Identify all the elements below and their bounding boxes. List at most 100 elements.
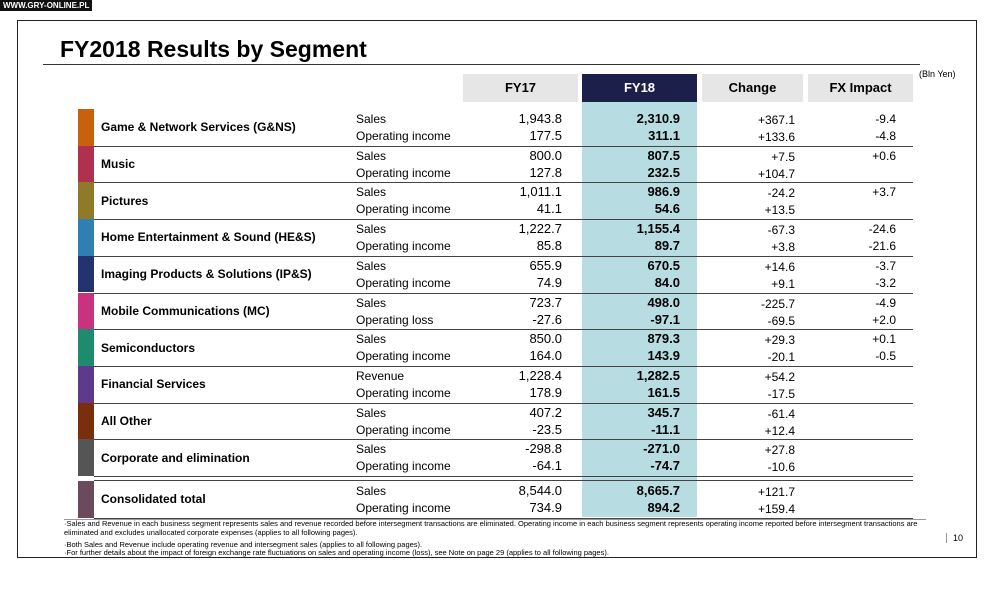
change-value: +104.7: [757, 166, 795, 181]
footnote-area: [64, 519, 926, 558]
segment-color: [78, 402, 94, 440]
item-label: Sales: [356, 442, 387, 457]
change-value: -20.1: [767, 350, 795, 365]
fy18-value: 670.5: [647, 257, 680, 273]
fy18-value: 161.5: [647, 384, 680, 400]
row-rule: [94, 292, 913, 294]
fy18-value: 143.9: [647, 348, 680, 364]
change-value: +367.1: [757, 113, 795, 127]
fy17-value: 85.8: [536, 238, 562, 254]
fy18-value: 894.2: [647, 500, 680, 515]
change-value: +14.6: [764, 259, 795, 274]
item-label: Revenue: [356, 368, 405, 383]
change-value: +159.4: [757, 502, 795, 516]
row-rule: [94, 182, 913, 184]
segment-color: [78, 329, 94, 366]
item-label: Sales: [356, 332, 387, 347]
segment-name: Imaging Products & Solutions (IP&S): [101, 267, 312, 282]
fx-value: -9.4: [875, 112, 896, 126]
fy18-value: -97.1: [650, 311, 680, 327]
change-value: +133.6: [757, 130, 795, 144]
segment-name: Pictures: [101, 193, 149, 208]
column-header: FX Impact: [808, 74, 913, 102]
segment-color: [78, 182, 94, 220]
segment-name: Game & Network Services (G&NS): [101, 120, 296, 135]
change-value: +29.3: [764, 333, 795, 348]
fy17-value: 1,011.1: [519, 184, 562, 200]
change-value: +12.4: [764, 423, 795, 438]
segment-name: Home Entertainment & Sound (HE&S): [101, 230, 316, 245]
change-value: -67.3: [767, 223, 795, 238]
item-label: Sales: [356, 185, 387, 200]
item-label: Operating income: [356, 459, 451, 474]
segment-color: [78, 292, 94, 330]
unit: (Bln Yen): [919, 69, 956, 79]
segment-name: Mobile Communications (MC): [101, 303, 270, 318]
fy18-highlight: [582, 102, 697, 517]
frame: [17, 20, 977, 558]
fy18-value: 54.6: [654, 201, 680, 217]
change-value: -225.7: [760, 296, 795, 311]
fx-value: -4.8: [875, 129, 896, 143]
fy18-value: 345.7: [647, 404, 680, 420]
fx-value: +2.0: [872, 312, 896, 327]
footnote: ·For further details about the impact of…: [64, 548, 609, 557]
change-value: +121.7: [757, 485, 795, 499]
item-label: Operating income: [356, 202, 451, 217]
fy17-value: -64.1: [532, 458, 562, 474]
fy17-value: -27.6: [532, 311, 562, 327]
item-label: Operating income: [356, 275, 451, 290]
item-label: Sales: [356, 222, 387, 237]
column-header: FY18: [582, 74, 697, 102]
fy18-value: 232.5: [647, 164, 680, 180]
change-value: -10.6: [767, 460, 795, 475]
fy18-value: -11.1: [651, 421, 680, 437]
segment-name: Music: [101, 157, 136, 172]
item-label: Operating income: [356, 349, 451, 364]
fy18-value: 498.0: [647, 294, 680, 310]
fx-value: +3.7: [872, 185, 896, 200]
row-rule: [94, 476, 913, 477]
fx-value: -4.9: [875, 295, 896, 310]
fy18-value: 8,665.7: [636, 483, 680, 498]
fx-value: -21.6: [868, 239, 896, 254]
segment-name: All Other: [101, 413, 152, 428]
title-rule: [43, 64, 920, 65]
row-rule: [94, 517, 913, 519]
change-value: -69.5: [767, 313, 795, 328]
fy17-value: -298.8: [525, 441, 562, 457]
footnote: ·Both Sales and Revenue include operatin…: [64, 540, 423, 549]
fy18-value: 89.7: [654, 238, 680, 254]
change-value: +3.8: [771, 240, 795, 255]
item-label: Sales: [356, 148, 387, 163]
fy17-value: 850.0: [529, 331, 562, 347]
fy17-value: 8,544.0: [518, 483, 562, 498]
fy17-value: 178.9: [529, 384, 562, 400]
change-value: -61.4: [767, 406, 795, 421]
fy17-value: 800.0: [529, 147, 562, 163]
fy18-value: 84.0: [654, 274, 680, 290]
item-label: Operating income: [356, 501, 451, 515]
item-label: Sales: [356, 405, 387, 420]
row-rule: [94, 145, 913, 147]
fy18-value: 1,282.5: [636, 367, 680, 383]
fx-value: -24.6: [868, 222, 896, 237]
segment-name: Corporate and elimination: [101, 450, 250, 465]
watermark: WWW.GRY-ONLINE.PL: [0, 0, 93, 11]
fy17-value: 655.9: [529, 257, 562, 273]
fy18-value: -74.7: [650, 458, 680, 474]
fy17-value: 1,943.8: [518, 111, 562, 126]
fy17-value: 734.9: [529, 500, 562, 515]
row-rule: [94, 365, 913, 367]
item-label: Operating income: [356, 385, 451, 400]
fy18-value: 879.3: [647, 331, 680, 347]
row-rule: [94, 402, 913, 404]
change-value: +27.8: [764, 443, 795, 458]
fy18-value: 311.1: [648, 128, 680, 143]
item-label: Operating income: [356, 129, 451, 143]
fy17-value: 41.1: [536, 201, 562, 217]
item-label: Operating income: [356, 165, 451, 180]
column-header: Change: [702, 74, 803, 102]
row-rule: [94, 255, 913, 257]
